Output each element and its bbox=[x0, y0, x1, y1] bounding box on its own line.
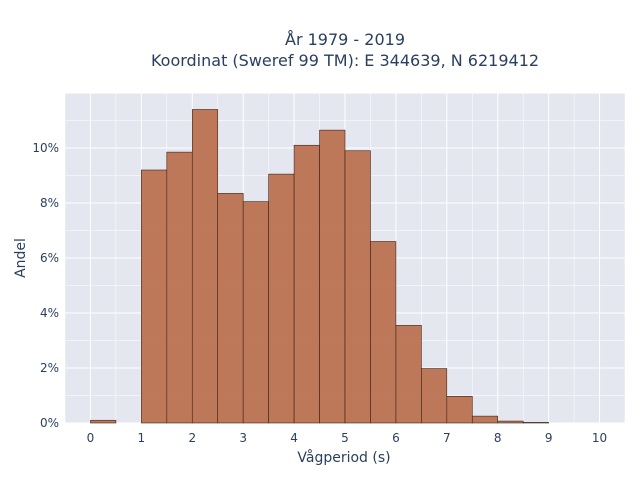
x-axis-ticks: 0 1 2 3 4 5 6 7 8 9 10 bbox=[87, 431, 608, 445]
histogram-bar bbox=[344, 150, 371, 424]
x-tick-label: 7 bbox=[443, 431, 451, 445]
x-tick-label: 2 bbox=[188, 431, 196, 445]
histogram-bar bbox=[166, 151, 193, 424]
histogram-bar bbox=[268, 173, 295, 424]
x-tick-label: 5 bbox=[341, 431, 349, 445]
y-tick-label: 6% bbox=[40, 251, 59, 265]
y-tick-label: 2% bbox=[40, 361, 59, 375]
x-tick-label: 3 bbox=[239, 431, 247, 445]
x-axis-title: Vågperiod (s) bbox=[297, 449, 390, 466]
histogram-bar bbox=[446, 396, 473, 424]
bars bbox=[90, 109, 549, 424]
x-tick-label: 6 bbox=[392, 431, 400, 445]
histogram-bar bbox=[497, 420, 524, 424]
histogram-bar bbox=[293, 144, 320, 424]
x-tick-label: 9 bbox=[545, 431, 553, 445]
histogram-bar bbox=[90, 419, 117, 424]
x-tick-label: 4 bbox=[290, 431, 298, 445]
x-tick-label: 1 bbox=[138, 431, 146, 445]
y-tick-label: 10% bbox=[32, 141, 59, 155]
x-tick-label: 10 bbox=[592, 431, 607, 445]
histogram-bar bbox=[217, 193, 244, 424]
y-axis-ticks: 0% 2% 4% 6% 8% 10% bbox=[32, 141, 59, 430]
histogram-bar bbox=[191, 109, 219, 424]
x-tick-label: 0 bbox=[87, 431, 95, 445]
histogram-bar bbox=[242, 201, 269, 424]
y-tick-label: 0% bbox=[40, 416, 59, 430]
histogram-bar bbox=[319, 129, 346, 424]
histogram-bar bbox=[395, 325, 422, 424]
histogram-bar bbox=[370, 241, 397, 424]
y-axis-title: Andel bbox=[13, 238, 29, 278]
histogram-bar bbox=[522, 422, 549, 424]
histogram-bar bbox=[141, 169, 168, 424]
y-tick-label: 4% bbox=[40, 306, 59, 320]
histogram-bar bbox=[421, 368, 448, 424]
y-tick-label: 8% bbox=[40, 196, 59, 210]
chart-title-line2: Koordinat (Sweref 99 TM): E 344639, N 62… bbox=[151, 51, 539, 70]
x-tick-label: 8 bbox=[494, 431, 502, 445]
histogram-bar bbox=[471, 415, 499, 424]
chart-title-line1: År 1979 - 2019 bbox=[285, 30, 405, 49]
